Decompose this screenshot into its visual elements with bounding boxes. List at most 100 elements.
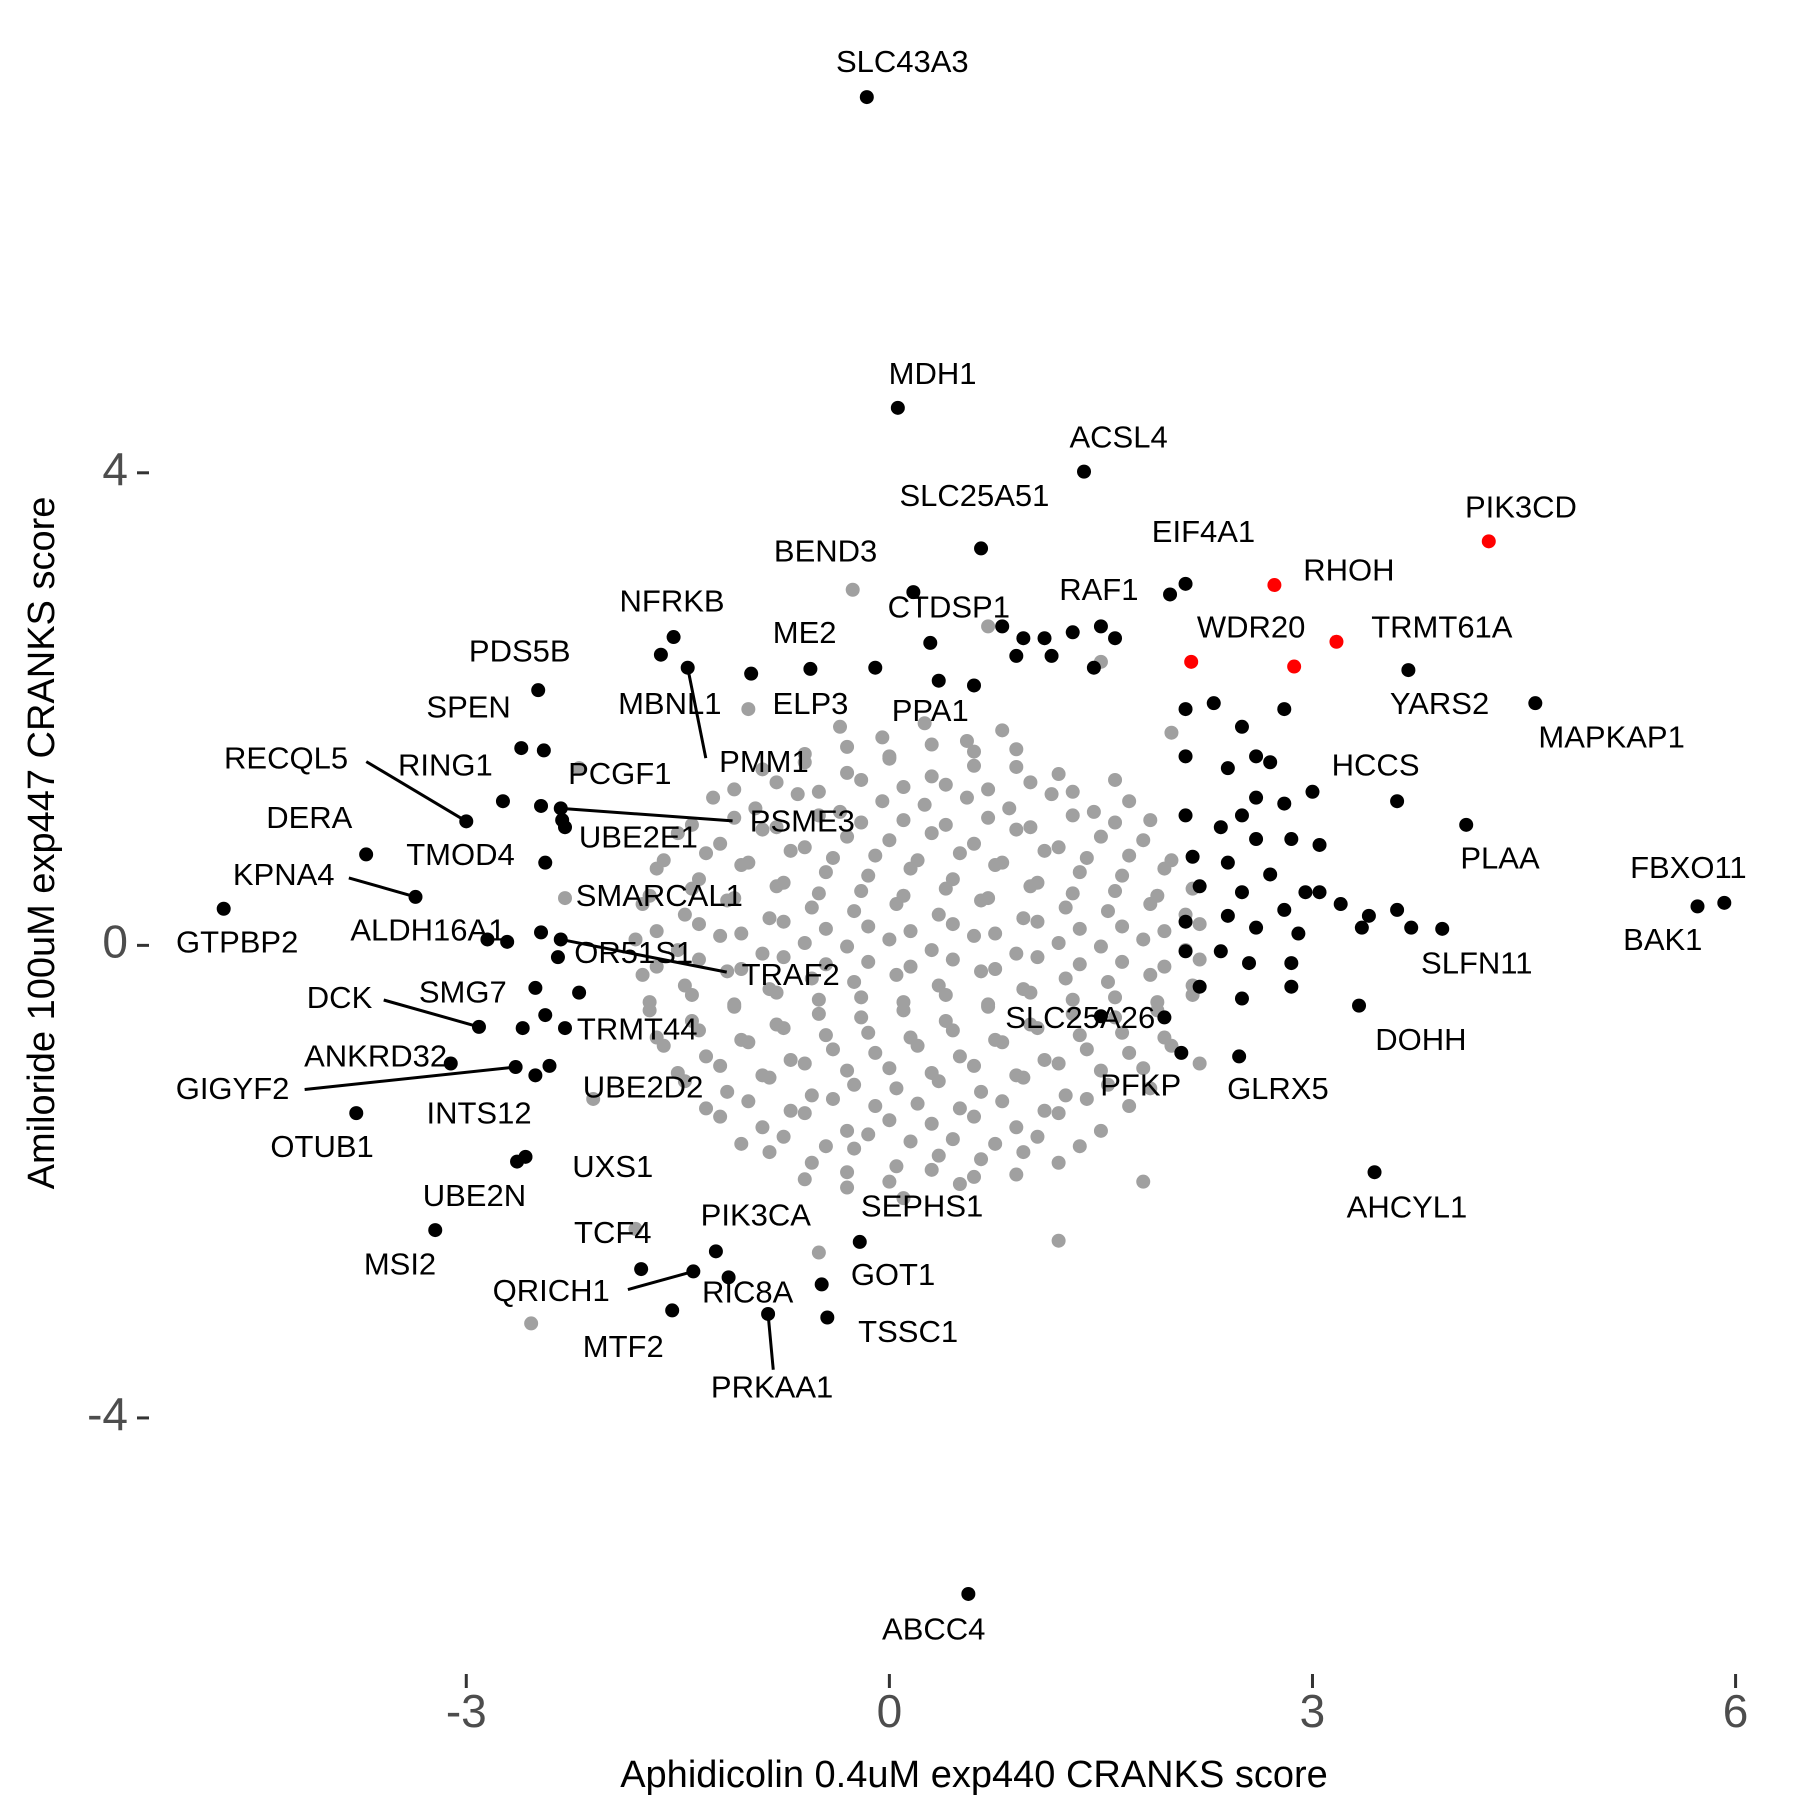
point	[917, 797, 932, 812]
point	[1150, 995, 1165, 1010]
point	[670, 1065, 685, 1080]
point	[825, 1042, 840, 1057]
point	[1284, 956, 1299, 971]
point	[988, 961, 1003, 976]
point	[1079, 1042, 1094, 1057]
point	[713, 928, 728, 943]
point	[1002, 801, 1017, 816]
point	[665, 1303, 680, 1318]
point	[713, 1058, 728, 1073]
point	[443, 1056, 458, 1071]
point	[642, 888, 657, 903]
point	[889, 1081, 904, 1096]
point	[804, 971, 819, 986]
point	[691, 917, 706, 932]
point	[854, 884, 869, 899]
point	[882, 833, 897, 848]
point	[882, 1174, 897, 1189]
point	[811, 1245, 826, 1260]
point	[635, 967, 650, 982]
point	[727, 997, 742, 1012]
point	[1164, 853, 1179, 868]
x-axis-title: Aphidicolin 0.4uM exp440 CRANKS score	[620, 1754, 1328, 1796]
point	[741, 1094, 756, 1109]
point	[1093, 939, 1108, 954]
point	[882, 1061, 897, 1076]
point-label: MTF2	[583, 1329, 664, 1364]
point	[524, 1316, 539, 1331]
point-label: RING1	[398, 748, 493, 783]
point	[1051, 1106, 1066, 1121]
point	[1136, 833, 1151, 848]
point	[931, 673, 946, 688]
point	[875, 794, 890, 809]
point	[924, 1162, 939, 1177]
point	[769, 775, 784, 790]
point	[903, 924, 918, 939]
point-label: EIF4A1	[1152, 514, 1255, 549]
point	[1249, 832, 1264, 847]
point	[1009, 759, 1024, 774]
point	[734, 1032, 749, 1047]
point	[1122, 1099, 1137, 1114]
point	[1163, 587, 1178, 602]
point	[861, 1025, 876, 1040]
point	[1459, 817, 1474, 832]
point	[1390, 794, 1405, 809]
point	[727, 810, 742, 825]
point-label: GTPBP2	[176, 924, 298, 959]
point	[882, 749, 897, 764]
point-label: BAK1	[1623, 922, 1702, 957]
point	[755, 1068, 770, 1083]
point	[1234, 808, 1249, 823]
point	[1051, 767, 1066, 782]
y-tick-label: 0	[102, 916, 128, 968]
point	[1267, 578, 1282, 593]
point	[818, 865, 833, 880]
point	[1065, 1006, 1080, 1021]
point	[734, 1136, 749, 1151]
point-label: HCCS	[1332, 748, 1420, 783]
point	[797, 746, 812, 761]
point	[1100, 974, 1115, 989]
point-label: TRMT44	[577, 1012, 698, 1047]
point	[1481, 534, 1496, 549]
point-label: PRKAA1	[711, 1370, 833, 1405]
point	[818, 1028, 833, 1043]
point-label: SLFN11	[1421, 945, 1532, 980]
point	[514, 741, 529, 756]
point	[776, 914, 791, 929]
point	[1192, 1056, 1207, 1071]
point	[945, 1132, 960, 1147]
point	[840, 829, 855, 844]
point	[1093, 829, 1108, 844]
point	[1178, 749, 1193, 764]
point	[988, 1136, 1003, 1151]
point	[967, 928, 981, 943]
point	[797, 1056, 812, 1071]
point-label: SEPHS1	[861, 1188, 983, 1223]
point	[847, 1141, 862, 1156]
point	[649, 959, 664, 974]
point	[1352, 998, 1367, 1013]
point	[572, 761, 587, 776]
x-tick-label: 0	[877, 1685, 903, 1737]
point	[938, 987, 953, 1002]
point	[769, 820, 784, 835]
point	[359, 847, 374, 862]
point	[981, 997, 996, 1012]
point	[1072, 921, 1087, 936]
point	[924, 1065, 939, 1080]
point	[959, 733, 974, 748]
point	[840, 1123, 855, 1138]
point	[1115, 919, 1130, 934]
point	[974, 541, 989, 556]
point-label: PCGF1	[568, 756, 671, 791]
point-label: SPEN	[426, 689, 510, 724]
point-label: RECQL5	[224, 741, 348, 776]
point	[558, 891, 572, 906]
point	[852, 1234, 867, 1249]
point	[783, 1052, 798, 1067]
